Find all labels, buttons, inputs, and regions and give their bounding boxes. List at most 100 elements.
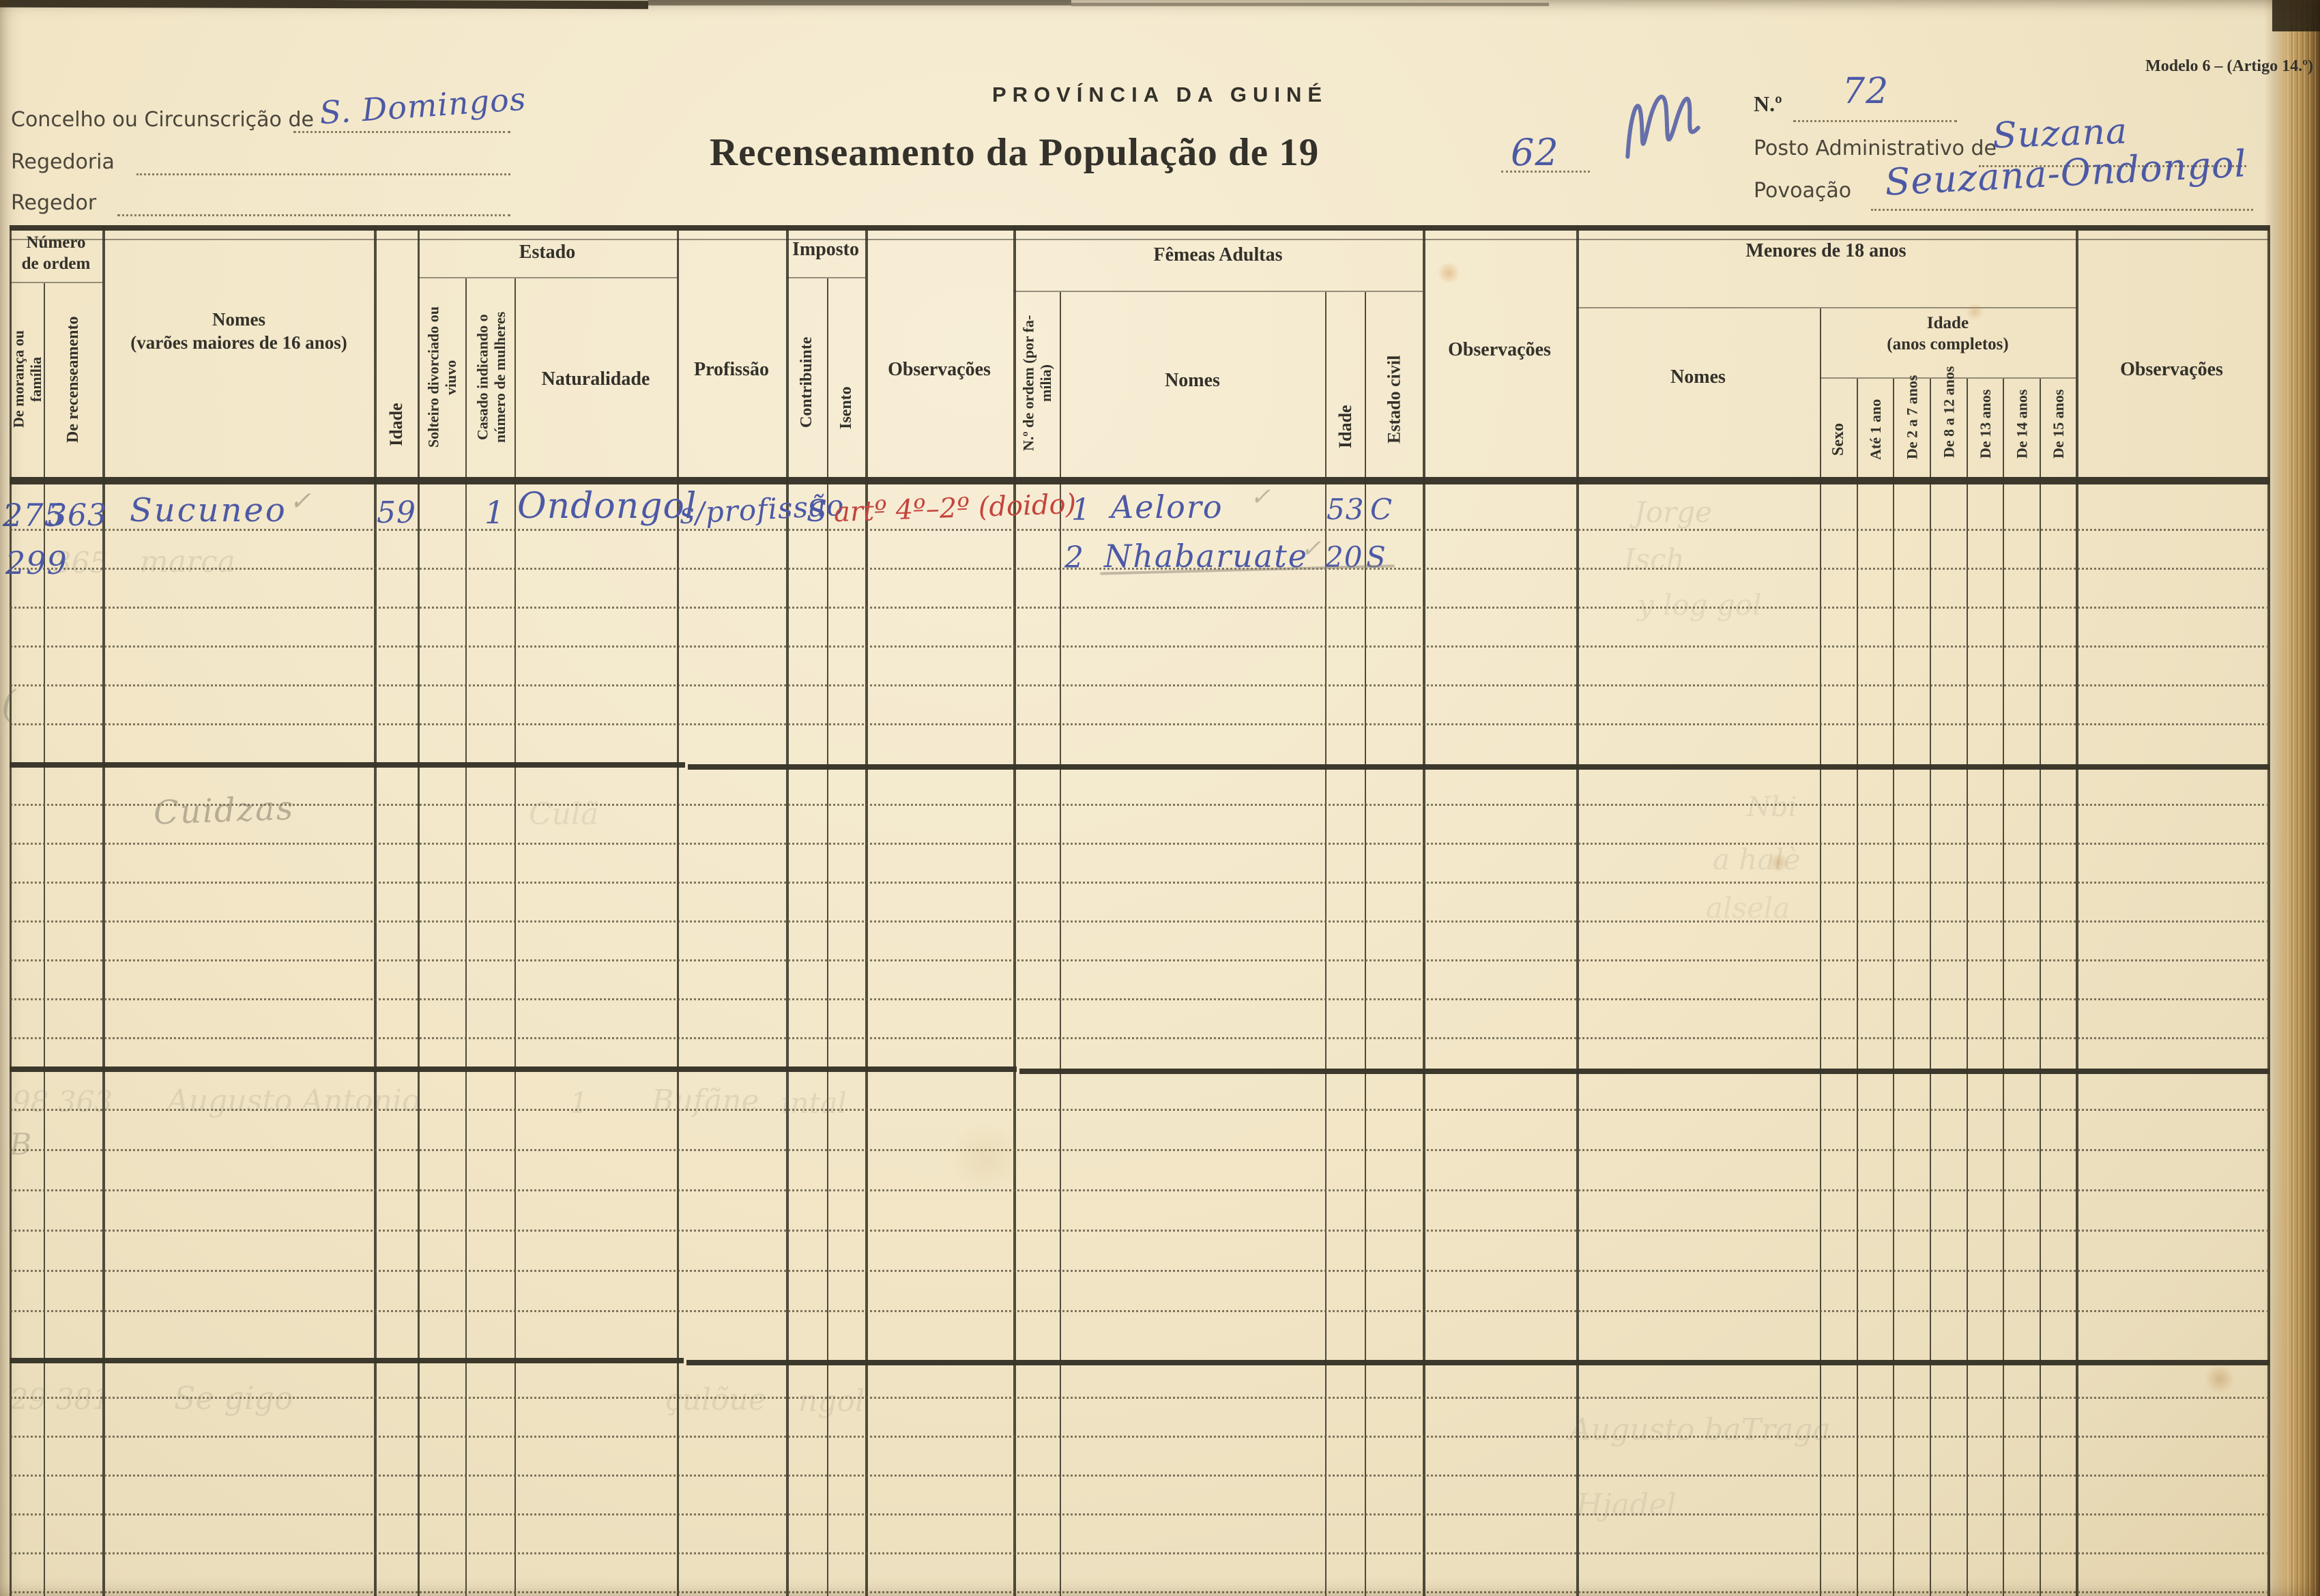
- row-line: [10, 607, 2270, 609]
- pencil-ghost: B: [10, 1127, 32, 1162]
- header-profissao: Profissão: [694, 359, 769, 380]
- header-solteiro: Solteiro divorciado ou viuvo: [424, 306, 459, 448]
- concelho-line: [293, 131, 510, 133]
- row-line: [10, 723, 2270, 725]
- header-grupo-estado: Estado: [519, 242, 576, 263]
- row-line: [10, 568, 2270, 570]
- scan-top-edge: [0, 0, 649, 10]
- pencil-ghost: intal: [781, 1086, 847, 1120]
- census-main-title: Recenseamento da População de 19: [710, 131, 1320, 174]
- col-line: [2267, 225, 2270, 1596]
- paper-stain: [1436, 263, 1461, 283]
- pencil-ghost: Nbi: [1747, 792, 1797, 823]
- row-line: [10, 684, 2270, 686]
- col-line: [102, 225, 105, 1596]
- col-line: [1365, 292, 1366, 1596]
- header-observacoes-menores: Observações: [2120, 359, 2223, 380]
- row-line: [10, 1513, 2270, 1515]
- pencil-ghost: Culã: [529, 797, 599, 832]
- femea-estado-civil: S: [1366, 540, 1387, 574]
- row-line: [10, 1149, 2270, 1151]
- pencil-ghost: Hjadel: [1576, 1488, 1677, 1522]
- header-observacoes-femeas: Observações: [1448, 339, 1551, 360]
- pencil-ghost: y log gol: [1638, 588, 1762, 622]
- entry-nome-pencil-block2: Cuidzas: [153, 789, 295, 832]
- estado-underline: [418, 277, 677, 278]
- header-de-15: De 15 anos: [2049, 389, 2067, 459]
- row-line: [10, 998, 2270, 1000]
- col-line: [786, 225, 789, 1596]
- femea-nome: Aeloro: [1111, 489, 1223, 525]
- row-line: [10, 1475, 2270, 1477]
- pencil-ghost: 98 363: [12, 1085, 113, 1118]
- col-line: [1423, 225, 1425, 1596]
- header-idade-varoes: Idade: [386, 403, 407, 447]
- pencil-ghost: Jorge: [1634, 495, 1712, 529]
- pencil-ghost: (: [1, 682, 16, 725]
- col-line: [465, 278, 467, 1596]
- femea-idade: 53: [1326, 493, 1365, 526]
- paper-stain: [1767, 853, 1789, 872]
- row-line: [10, 645, 2270, 648]
- paper-stain: [2204, 1365, 2235, 1393]
- header-recenseamento: De recenseamento: [64, 316, 83, 443]
- pencil-check: ✓: [289, 486, 311, 516]
- block-separator: [10, 1358, 684, 1363]
- pencil-ghost: Se gigo: [174, 1380, 293, 1417]
- col-line: [10, 225, 12, 1596]
- col-line: [677, 225, 679, 1596]
- row-line: [10, 920, 2270, 923]
- pencil-ghost: 29 381: [10, 1382, 111, 1416]
- header-casado: Casado indicando o número de mulheres: [474, 311, 508, 444]
- row-line: [10, 1591, 2270, 1593]
- binding-page-stack-lines: [2287, 0, 2320, 1596]
- block-separator: [688, 764, 2270, 770]
- header-isento: Isento: [837, 386, 856, 429]
- entry-contribuinte: S: [807, 494, 828, 529]
- header-grupo-femeas: Fêmeas Adultas: [1153, 244, 1283, 265]
- block-separator: [1019, 1069, 2270, 1074]
- header-de-14: De 14 anos: [2013, 389, 2031, 459]
- col-line: [44, 283, 45, 1596]
- table-top-rule: [10, 225, 2270, 231]
- binding-corner-shadow: [2272, 0, 2320, 31]
- col-line: [865, 225, 868, 1596]
- pencil-check: ✓: [1250, 483, 1271, 511]
- paper-stain: [1965, 304, 1984, 320]
- pencil-ghost: 365: [53, 546, 108, 579]
- regedoria-line: [136, 173, 510, 175]
- header-ate-1-ano: Até 1 ano: [1866, 398, 1884, 460]
- row-line: [10, 882, 2270, 884]
- block-separator: [686, 1360, 2270, 1365]
- table-top-inner-rule: [10, 239, 2270, 240]
- col-line: [1930, 379, 1931, 1596]
- pencil-ghost: ngol: [798, 1384, 865, 1419]
- header-sexo: Sexo: [1829, 423, 1848, 456]
- col-line: [1967, 379, 1968, 1596]
- block-separator: [10, 762, 685, 768]
- entry-observacao-red: artº 4º–2º (doido): [833, 488, 1077, 529]
- header-nomes-varoes: Nomes (varões maiores de 16 anos): [130, 309, 347, 353]
- numero-line: [1793, 120, 1957, 122]
- row-line: [10, 1436, 2270, 1438]
- femeas-underline: [1013, 291, 1423, 292]
- scan-top-edge: [648, 0, 1071, 5]
- pencil-ghost: çulõue: [665, 1382, 766, 1417]
- paper-stain: [942, 1126, 1030, 1191]
- femea-estado-civil: C: [1370, 493, 1393, 526]
- header-estado-civil: Estado civil: [1384, 355, 1404, 444]
- pencil-ghost: 1: [570, 1086, 588, 1120]
- entry-moranca-2: 299: [5, 545, 68, 581]
- col-line: [1013, 225, 1016, 1596]
- row-line: [10, 1310, 2270, 1312]
- col-line: [1325, 292, 1326, 1596]
- header-ordem-familia: N.º de ordem (por fa- mília): [1019, 315, 1054, 451]
- row-line: [10, 529, 2270, 531]
- col-line: [514, 278, 516, 1596]
- col-line: [1060, 292, 1061, 1596]
- header-nomes-menores: Nomes: [1670, 366, 1726, 388]
- header-bottom-rule: [10, 477, 2270, 484]
- entry-nome-varao: Sucuneo: [130, 491, 287, 529]
- col-line: [1576, 225, 1579, 1596]
- header-idade-femeas: Idade: [1335, 405, 1356, 448]
